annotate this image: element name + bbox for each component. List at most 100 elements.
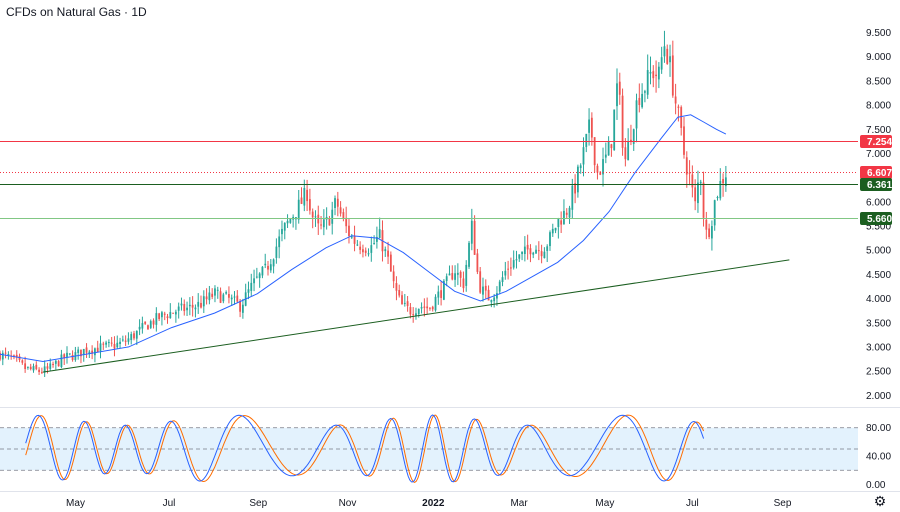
- candle[interactable]: [82, 348, 85, 362]
- candle[interactable]: [507, 260, 510, 280]
- candle[interactable]: [387, 241, 389, 265]
- candle[interactable]: [470, 208, 473, 251]
- candle[interactable]: [459, 270, 462, 287]
- candle[interactable]: [10, 350, 13, 360]
- candle[interactable]: [322, 209, 325, 236]
- candle[interactable]: [278, 229, 281, 259]
- candle[interactable]: [99, 335, 102, 359]
- candle[interactable]: [186, 301, 188, 316]
- candle[interactable]: [116, 335, 119, 349]
- candle[interactable]: [688, 160, 691, 186]
- candle[interactable]: [590, 112, 593, 146]
- candle[interactable]: [283, 222, 286, 240]
- candle[interactable]: [669, 44, 671, 77]
- candle[interactable]: [200, 295, 202, 309]
- candle[interactable]: [711, 220, 713, 251]
- candle[interactable]: [395, 276, 398, 301]
- candle[interactable]: [295, 217, 297, 230]
- candle[interactable]: [253, 269, 255, 292]
- candle[interactable]: [80, 349, 82, 364]
- candle[interactable]: [551, 223, 554, 237]
- candle[interactable]: [147, 324, 149, 330]
- candle[interactable]: [515, 250, 518, 269]
- candle[interactable]: [616, 68, 618, 120]
- candle[interactable]: [66, 346, 68, 364]
- candle[interactable]: [32, 363, 35, 373]
- candle[interactable]: [604, 142, 607, 164]
- candle[interactable]: [498, 279, 501, 295]
- candle[interactable]: [74, 346, 77, 362]
- candle[interactable]: [613, 109, 616, 151]
- candle[interactable]: [663, 30, 666, 63]
- candle[interactable]: [420, 302, 423, 314]
- candle[interactable]: [222, 292, 225, 304]
- candle[interactable]: [557, 217, 560, 239]
- candle[interactable]: [261, 266, 264, 279]
- candle[interactable]: [124, 335, 127, 346]
- candle[interactable]: [317, 205, 320, 235]
- candle[interactable]: [630, 124, 632, 146]
- candle[interactable]: [496, 286, 498, 306]
- moving-average-line[interactable]: [0, 114, 727, 363]
- candle[interactable]: [429, 307, 431, 311]
- candle[interactable]: [180, 297, 183, 311]
- candle[interactable]: [1, 350, 4, 366]
- candle[interactable]: [161, 310, 163, 326]
- candle[interactable]: [445, 273, 448, 287]
- candle[interactable]: [0, 350, 1, 362]
- candle[interactable]: [141, 316, 144, 334]
- candle[interactable]: [183, 299, 186, 316]
- candle[interactable]: [462, 271, 465, 293]
- candle[interactable]: [138, 319, 141, 336]
- candle[interactable]: [133, 330, 135, 341]
- candle[interactable]: [683, 116, 685, 159]
- candle[interactable]: [54, 360, 57, 370]
- price-axis[interactable]: 2.000 2.500 3.000 3.500 4.000 4.500 5.000 5.500…: [866, 28, 891, 402]
- candle[interactable]: [152, 318, 155, 329]
- candle[interactable]: [228, 286, 230, 304]
- candle[interactable]: [362, 244, 364, 258]
- candle[interactable]: [699, 179, 702, 196]
- candle[interactable]: [426, 297, 429, 315]
- candle[interactable]: [188, 297, 191, 316]
- candle[interactable]: [476, 248, 479, 275]
- candle[interactable]: [549, 230, 551, 251]
- candle[interactable]: [509, 257, 512, 276]
- candle[interactable]: [300, 187, 303, 205]
- candle[interactable]: [267, 260, 269, 276]
- candle[interactable]: [454, 265, 456, 287]
- candle[interactable]: [674, 83, 677, 115]
- candle[interactable]: [406, 296, 409, 312]
- candle[interactable]: [574, 174, 577, 204]
- candle[interactable]: [694, 179, 697, 211]
- candle[interactable]: [110, 336, 113, 347]
- candle[interactable]: [174, 309, 177, 323]
- candle[interactable]: [468, 240, 470, 269]
- candle[interactable]: [716, 195, 719, 201]
- candle[interactable]: [588, 108, 590, 146]
- candle[interactable]: [434, 294, 437, 312]
- candle[interactable]: [546, 244, 549, 263]
- candle[interactable]: [127, 332, 130, 345]
- candle[interactable]: [540, 244, 543, 264]
- candle[interactable]: [342, 208, 345, 222]
- candle[interactable]: [202, 290, 205, 313]
- candle[interactable]: [60, 349, 63, 369]
- candle[interactable]: [415, 307, 417, 320]
- candle[interactable]: [40, 367, 43, 375]
- candle[interactable]: [77, 346, 80, 360]
- candle[interactable]: [638, 83, 641, 113]
- candle[interactable]: [392, 265, 395, 289]
- candle[interactable]: [214, 285, 216, 303]
- candle[interactable]: [618, 72, 621, 105]
- candle[interactable]: [163, 311, 166, 321]
- candle[interactable]: [105, 340, 107, 348]
- candle[interactable]: [607, 136, 610, 156]
- candle[interactable]: [15, 350, 18, 362]
- candle[interactable]: [602, 147, 604, 187]
- candle[interactable]: [652, 65, 655, 88]
- candle[interactable]: [448, 265, 451, 276]
- candle[interactable]: [671, 40, 674, 98]
- candle[interactable]: [657, 62, 660, 89]
- candle[interactable]: [113, 336, 116, 357]
